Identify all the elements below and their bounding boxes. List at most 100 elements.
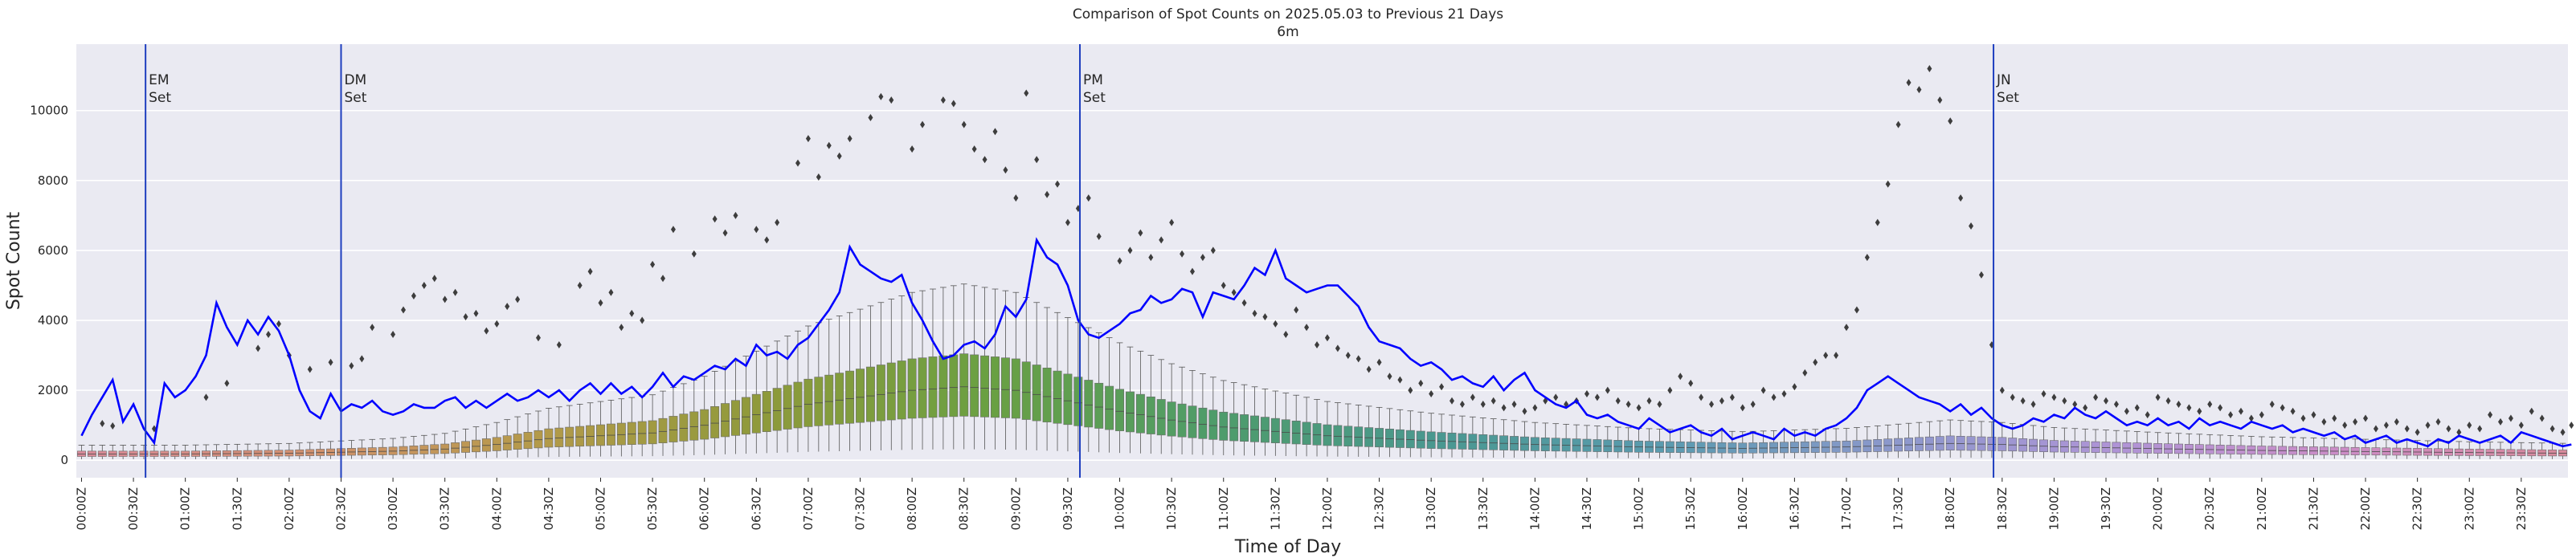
- x-tick-label: 19:30Z: [2099, 487, 2113, 531]
- box-214: [2299, 437, 2308, 459]
- box-35: [440, 433, 450, 459]
- x-tick-label: 20:00Z: [2151, 487, 2165, 531]
- box-82: [928, 288, 938, 450]
- outlier-point: [505, 303, 510, 311]
- outlier-point: [1459, 401, 1465, 409]
- box-68: [783, 336, 792, 453]
- outlier-point: [775, 218, 780, 226]
- outlier-point: [1366, 365, 1372, 373]
- box-36: [451, 430, 460, 458]
- outlier-point: [1013, 194, 1019, 202]
- outlier-point: [2383, 422, 2389, 430]
- outlier-point: [764, 236, 770, 244]
- outlier-point: [1636, 404, 1642, 412]
- outlier-point: [1376, 358, 1382, 366]
- outlier-point: [992, 128, 998, 136]
- box-0: [76, 445, 86, 460]
- box-86: [970, 285, 979, 450]
- box-79: [897, 295, 906, 450]
- outlier-point: [1615, 397, 1621, 405]
- outlier-point: [2062, 397, 2067, 405]
- outlier-point: [1937, 96, 1943, 104]
- outlier-point: [1096, 233, 1102, 241]
- outlier-point: [515, 295, 521, 303]
- box-90: [1011, 291, 1020, 450]
- box-139: [1519, 421, 1529, 458]
- box-52: [616, 398, 626, 457]
- outlier-point: [1740, 404, 1745, 412]
- vline-label-2: PM: [1083, 72, 1103, 88]
- box-221: [2371, 439, 2381, 459]
- outlier-point: [1065, 218, 1070, 226]
- x-tick-label: 20:30Z: [2202, 487, 2217, 531]
- box-135: [1478, 417, 1488, 458]
- outlier-point: [2269, 401, 2275, 409]
- box-109: [1208, 377, 1218, 455]
- box-71: [814, 322, 824, 452]
- box-104: [1156, 359, 1166, 454]
- x-tick-label: 23:30Z: [2514, 487, 2529, 531]
- outlier-point: [816, 173, 821, 181]
- outlier-point: [1304, 324, 1310, 332]
- box-4: [118, 445, 128, 460]
- box-211: [2267, 436, 2277, 459]
- box-95: [1063, 317, 1073, 452]
- box-222: [2382, 439, 2391, 459]
- box-56: [658, 390, 668, 456]
- vline-label-3: JN: [1996, 72, 2011, 88]
- box-148: [1613, 426, 1623, 458]
- outlier-point: [640, 316, 645, 324]
- x-tick-label: 09:30Z: [1061, 487, 1075, 531]
- outlier-point: [390, 330, 396, 338]
- box-46: [554, 406, 564, 458]
- outlier-point: [2498, 417, 2504, 426]
- box-138: [1510, 420, 1519, 458]
- x-tick-label: 14:30Z: [1580, 487, 1594, 531]
- box-14: [222, 444, 231, 459]
- box-180: [1945, 419, 1955, 458]
- outlier-point: [1355, 355, 1361, 363]
- outlier-point: [1501, 404, 1507, 412]
- outlier-point: [2093, 393, 2099, 401]
- x-tick-label: 11:30Z: [1268, 487, 1282, 531]
- x-tick-label: 14:00Z: [1527, 487, 1542, 531]
- outlier-point: [1262, 313, 1268, 321]
- box-191: [2059, 427, 2069, 458]
- box-172: [1862, 426, 1872, 458]
- box-73: [835, 316, 844, 451]
- x-tick-label: 21:00Z: [2255, 487, 2269, 531]
- outlier-point: [1210, 246, 1216, 255]
- x-tick-label: 12:00Z: [1320, 487, 1335, 531]
- outlier-point: [1625, 401, 1631, 409]
- box-96: [1073, 322, 1083, 452]
- outlier-point: [2176, 401, 2181, 409]
- x-tick-label: 13:00Z: [1424, 487, 1438, 531]
- x-tick-label: 00:00Z: [74, 487, 88, 531]
- outlier-point: [1335, 344, 1340, 352]
- box-192: [2070, 428, 2079, 458]
- box-160: [1738, 431, 1748, 459]
- outlier-point: [712, 215, 718, 223]
- outlier-point: [1345, 352, 1351, 360]
- x-tick-label: 02:30Z: [333, 487, 348, 531]
- x-tick-label: 16:00Z: [1736, 487, 1750, 531]
- outlier-point: [1709, 401, 1715, 409]
- outlier-point: [1241, 299, 1247, 307]
- outlier-point: [805, 135, 811, 143]
- box-44: [534, 410, 543, 458]
- box-126: [1385, 408, 1394, 458]
- outlier-point: [411, 292, 416, 300]
- x-tick-label: 01:00Z: [178, 487, 193, 531]
- box-141: [1540, 422, 1550, 458]
- outlier-point: [940, 96, 946, 104]
- outlier-point: [1906, 79, 1912, 87]
- box-11: [191, 444, 201, 460]
- y-tick-label: 10000: [30, 104, 68, 118]
- x-tick-label: 13:30Z: [1476, 487, 1490, 531]
- x-tick-label: 06:30Z: [749, 487, 763, 531]
- box-236: [2527, 442, 2537, 459]
- box-43: [523, 413, 533, 458]
- box-66: [762, 345, 771, 454]
- outlier-point: [256, 344, 261, 352]
- outlier-point: [2010, 393, 2015, 401]
